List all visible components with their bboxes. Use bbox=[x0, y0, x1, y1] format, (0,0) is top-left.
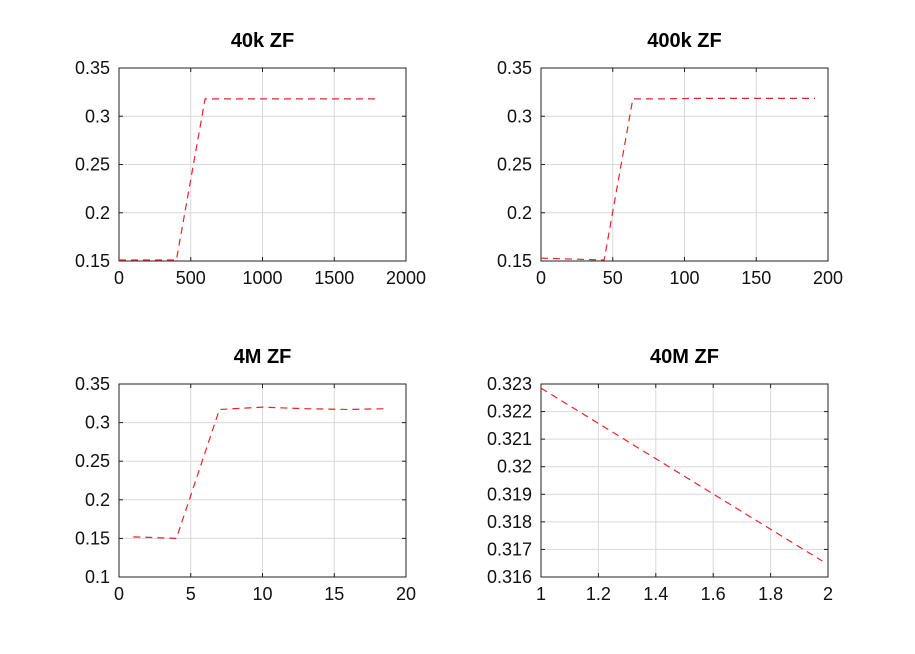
data-point bbox=[291, 98, 292, 99]
x-tick-label: 1.2 bbox=[586, 584, 611, 604]
data-point bbox=[632, 98, 633, 99]
chart-title: 400k ZF bbox=[647, 30, 721, 52]
data-point bbox=[176, 259, 177, 260]
x-tick-label: 100 bbox=[669, 268, 699, 288]
y-tick-label: 0.35 bbox=[75, 58, 110, 78]
data-point bbox=[604, 259, 605, 260]
data-point bbox=[784, 98, 785, 99]
data-point bbox=[262, 407, 263, 408]
y-tick-label: 0.321 bbox=[487, 429, 532, 449]
x-tick-label: 1500 bbox=[314, 268, 354, 288]
data-point bbox=[262, 98, 263, 99]
x-tick-label: 20 bbox=[396, 584, 416, 604]
chart-title: 40M ZF bbox=[650, 346, 719, 368]
data-point bbox=[723, 98, 724, 99]
data-point bbox=[377, 98, 378, 99]
y-tick-label: 0.2 bbox=[507, 203, 532, 223]
data-point bbox=[176, 538, 177, 539]
data-point bbox=[118, 259, 119, 260]
x-tick-label: 2000 bbox=[386, 268, 426, 288]
x-tick-label: 10 bbox=[252, 584, 272, 604]
y-tick-label: 0.319 bbox=[487, 484, 532, 504]
data-point bbox=[662, 98, 663, 99]
data-point bbox=[693, 98, 694, 99]
chart-panel-3: 4M ZF 0 5 10 15 20 0.1 0.15 0.2 0.25 0.3 0.35 bbox=[75, 346, 416, 604]
y-tick-label: 0.35 bbox=[497, 58, 532, 78]
y-tick-label: 0.15 bbox=[75, 528, 110, 548]
chart-panel-4: 40M ZF 1 1.2 1.4 1.6 1.8 2 0.316 0.317 0.318 0.319… bbox=[487, 346, 833, 604]
x-tick-label: 1.8 bbox=[758, 584, 783, 604]
y-tick-label: 0.25 bbox=[497, 155, 532, 175]
y-tick-label: 0.2 bbox=[85, 203, 110, 223]
data-point bbox=[219, 409, 220, 410]
y-tick-label: 0.3 bbox=[85, 413, 110, 433]
x-tick-label: 0 bbox=[114, 268, 124, 288]
series-line bbox=[540, 387, 823, 562]
x-tick-label: 1000 bbox=[242, 268, 282, 288]
data-point bbox=[233, 98, 234, 99]
y-tick-label: 0.35 bbox=[75, 374, 110, 394]
y-tick-label: 0.2 bbox=[85, 490, 110, 510]
chart-title: 4M ZF bbox=[234, 346, 292, 368]
y-tick-label: 0.32 bbox=[497, 457, 532, 477]
x-tick-label: 0 bbox=[114, 584, 124, 604]
x-tick-label: 2 bbox=[823, 584, 833, 604]
plot-frame bbox=[540, 383, 829, 578]
x-tick-label: 500 bbox=[176, 268, 206, 288]
y-tick-label: 0.3 bbox=[85, 106, 110, 126]
x-tick-label: 150 bbox=[741, 268, 771, 288]
data-point bbox=[319, 98, 320, 99]
x-tick-label: 5 bbox=[186, 584, 196, 604]
y-tick-label: 0.316 bbox=[487, 567, 532, 587]
data-point bbox=[348, 409, 349, 410]
series-line bbox=[133, 406, 388, 540]
data-point bbox=[133, 536, 134, 537]
y-tick-label: 0.323 bbox=[487, 374, 532, 394]
x-tick-label: 1.6 bbox=[701, 584, 726, 604]
x-tick-label: 1 bbox=[536, 584, 546, 604]
chart-panel-1: 40k ZF 0 500 1000 1500 2000 0.15 0.2 0.25 0.3 0.35 bbox=[75, 30, 426, 288]
x-tick-label: 1.4 bbox=[643, 584, 668, 604]
y-tick-label: 0.15 bbox=[75, 251, 110, 271]
data-point bbox=[305, 408, 306, 409]
y-tick-label: 0.3 bbox=[507, 106, 532, 126]
x-tick-label: 0 bbox=[536, 268, 546, 288]
y-tick-label: 0.25 bbox=[75, 155, 110, 175]
data-point bbox=[754, 98, 755, 99]
y-tick-label: 0.322 bbox=[487, 402, 532, 422]
chart-title: 40k ZF bbox=[231, 30, 294, 52]
data-point bbox=[540, 258, 541, 259]
chart-panel-2: 400k ZF 0 50 100 150 200 0.15 0.2 0.25 0.3 0.35 bbox=[497, 30, 843, 288]
data-point bbox=[572, 258, 573, 259]
y-tick-label: 0.25 bbox=[75, 451, 110, 471]
data-point bbox=[540, 388, 541, 389]
data-point bbox=[387, 408, 388, 409]
series-line bbox=[540, 97, 816, 261]
x-tick-label: 15 bbox=[324, 584, 344, 604]
data-point bbox=[205, 98, 206, 99]
y-tick-label: 0.15 bbox=[497, 251, 532, 271]
x-tick-label: 50 bbox=[603, 268, 623, 288]
x-tick-label: 200 bbox=[813, 268, 843, 288]
data-point bbox=[822, 560, 823, 561]
data-point bbox=[348, 98, 349, 99]
y-tick-label: 0.318 bbox=[487, 512, 532, 532]
y-tick-label: 0.1 bbox=[85, 567, 110, 587]
series-line bbox=[119, 98, 378, 261]
y-tick-label: 0.317 bbox=[487, 539, 532, 559]
data-point bbox=[814, 98, 815, 99]
